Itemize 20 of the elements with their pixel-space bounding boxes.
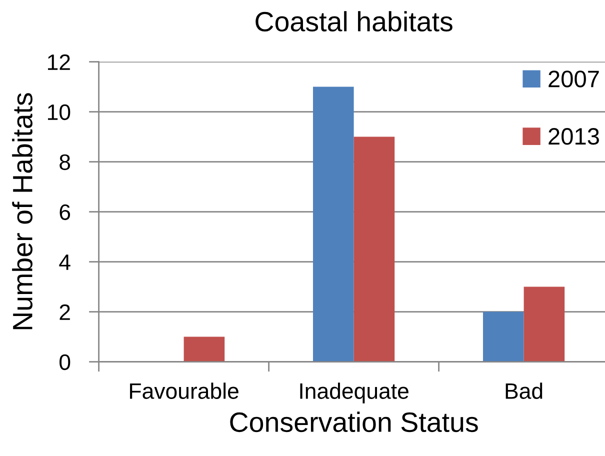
bar <box>524 286 565 362</box>
y-tick-label: 4 <box>59 254 70 270</box>
y-axis-title: Number of Habitats <box>12 93 32 330</box>
y-tick-label: 0 <box>60 354 70 370</box>
y-tick-label: 6 <box>60 204 70 220</box>
bar <box>184 336 225 362</box>
x-tick-label: Inadequate <box>300 382 408 404</box>
x-tick-label: Favourable <box>130 382 238 399</box>
legend-label: 2013 <box>548 128 599 145</box>
chart-title: Coastal habitats <box>256 11 452 32</box>
bar <box>313 86 354 362</box>
y-tick-label: 8 <box>60 154 70 170</box>
y-tick-label: 12 <box>48 54 70 70</box>
bar <box>483 312 524 362</box>
y-tick-label: 10 <box>48 104 70 120</box>
bar <box>354 136 395 362</box>
legend-label: 2007 <box>548 70 599 88</box>
y-tick-label: 2 <box>60 304 70 320</box>
x-tick-label: Bad <box>506 382 542 399</box>
x-axis-title: Conservation Status <box>230 412 478 432</box>
